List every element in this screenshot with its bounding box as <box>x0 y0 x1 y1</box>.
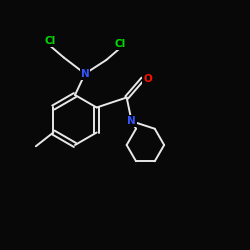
Text: Cl: Cl <box>114 39 126 49</box>
Text: N: N <box>80 69 89 79</box>
Text: Cl: Cl <box>44 36 56 46</box>
Text: O: O <box>143 74 152 84</box>
Text: N: N <box>127 116 136 126</box>
